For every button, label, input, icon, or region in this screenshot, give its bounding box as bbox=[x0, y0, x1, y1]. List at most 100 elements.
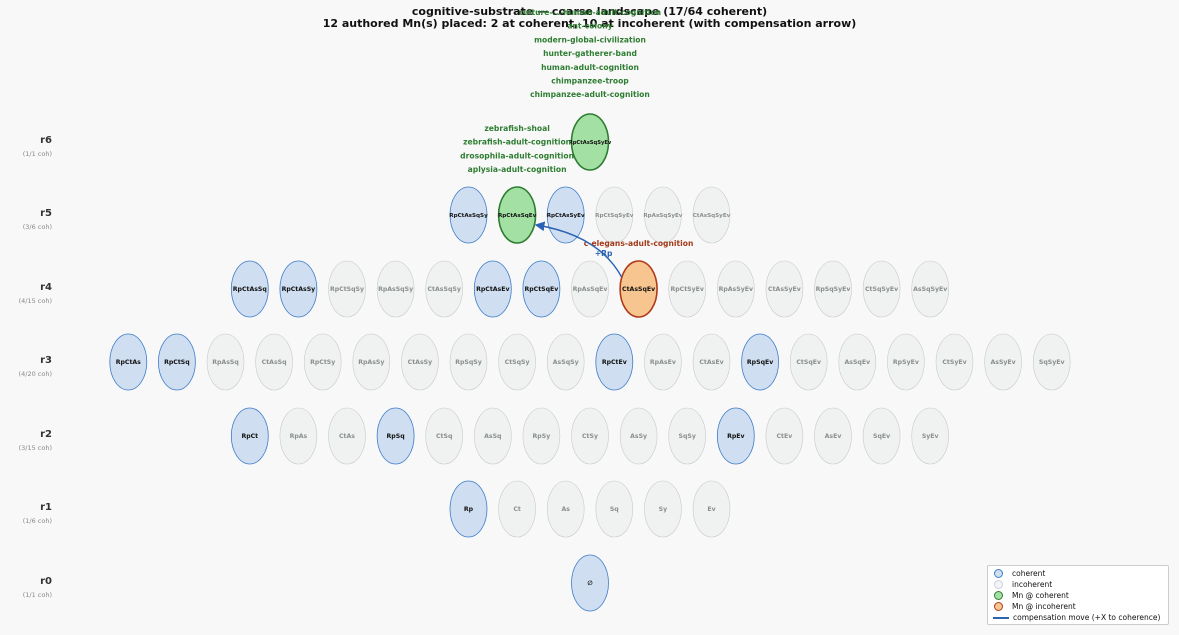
state-node-label: RpSq bbox=[387, 433, 405, 440]
state-node bbox=[473, 407, 512, 465]
node-annotation: aplysia-adult-cognition bbox=[468, 165, 567, 174]
row-label: r3 bbox=[40, 355, 52, 366]
state-node-label: ∅ bbox=[587, 580, 592, 587]
state-node-label: CtAsSqEv bbox=[622, 286, 655, 293]
state-node bbox=[546, 333, 585, 391]
state-node bbox=[230, 407, 269, 465]
row-coherence-count: (3/15 coh) bbox=[18, 444, 52, 452]
row-coherence-count: (1/1 coh) bbox=[22, 591, 52, 599]
row-label: r6 bbox=[40, 135, 52, 146]
state-node bbox=[279, 260, 318, 318]
state-node bbox=[984, 333, 1022, 391]
state-node-label: RpCtAsSqSy bbox=[449, 213, 488, 219]
state-node-label: RpAsSy bbox=[358, 359, 384, 366]
state-node bbox=[303, 333, 342, 391]
state-node bbox=[887, 333, 925, 391]
state-node-label: RpCtAsSqEv bbox=[498, 213, 537, 219]
row-coherence-count: (4/15 coh) bbox=[18, 297, 52, 305]
state-node-label: AsSqSyEv bbox=[913, 286, 947, 293]
state-node-label: RpCtSy bbox=[310, 359, 335, 366]
legend-mn-coherent-label: Mn @ coherent bbox=[1012, 591, 1069, 600]
state-node bbox=[571, 260, 609, 318]
state-node bbox=[716, 407, 755, 465]
state-node-label: Ev bbox=[707, 506, 715, 513]
state-node-label: CtAsSq bbox=[262, 359, 287, 366]
state-node bbox=[862, 260, 901, 318]
state-node bbox=[352, 333, 391, 391]
state-node bbox=[571, 407, 609, 465]
state-node-label: CtAsEv bbox=[699, 359, 723, 366]
mn-coherent-swatch bbox=[994, 591, 1003, 600]
node-annotation: human-adult-cognition bbox=[541, 63, 639, 72]
state-node-label: Rp bbox=[464, 506, 474, 513]
state-node bbox=[376, 260, 415, 318]
coherent-swatch bbox=[994, 569, 1003, 578]
state-node-label: AsSq bbox=[484, 433, 501, 440]
state-node-label: SqSyEv bbox=[1039, 359, 1065, 366]
row-coherence-count: (1/6 coh) bbox=[22, 517, 52, 525]
legend-compensation: compensation move (+X to coherence) bbox=[993, 612, 1160, 623]
state-node-label: RpCtAsSy bbox=[282, 286, 316, 293]
state-node-label: RpEv bbox=[727, 433, 744, 440]
compensation-arrow bbox=[534, 221, 623, 278]
state-node bbox=[862, 407, 901, 465]
state-node-label: SqEv bbox=[873, 433, 890, 440]
node-annotation: zebrafish-adult-cognition bbox=[463, 138, 571, 147]
compensation-swatch bbox=[993, 616, 1009, 619]
state-node bbox=[425, 260, 464, 318]
state-node bbox=[376, 407, 415, 465]
state-node-label: CtSyEv bbox=[942, 359, 966, 366]
state-node bbox=[449, 333, 488, 391]
figure-subtitle: 12 authored Mn(s) placed: 2 at coherent,… bbox=[322, 17, 857, 30]
state-node bbox=[595, 333, 634, 391]
state-node bbox=[570, 113, 610, 171]
legend-incoherent: incoherent bbox=[994, 579, 1052, 590]
state-node-label: SyEv bbox=[922, 433, 939, 440]
state-node bbox=[571, 554, 609, 612]
state-node-label: CtSqSy bbox=[505, 359, 530, 366]
node-annotation: chimpanzee-troop bbox=[551, 77, 629, 86]
state-node bbox=[716, 260, 755, 318]
node-annotation: hunter-gatherer-band bbox=[543, 49, 637, 58]
state-node-label: As bbox=[561, 506, 570, 513]
state-node bbox=[328, 407, 366, 465]
state-node bbox=[401, 333, 439, 391]
state-node-label: RpSyEv bbox=[893, 359, 919, 366]
state-node-label: RpAsSqSy bbox=[378, 286, 413, 293]
state-node-label: RpCtSyEv bbox=[670, 286, 703, 293]
state-node-label: CtSqSyEv bbox=[865, 286, 898, 293]
state-node bbox=[668, 407, 707, 465]
state-node-label: CtSq bbox=[436, 433, 452, 440]
state-node bbox=[644, 480, 682, 538]
state-node-label: RpAsSqEv bbox=[573, 286, 608, 293]
state-node-label: RpCtAs bbox=[116, 359, 141, 366]
node-annotation: culture-…-human-adult-cognition bbox=[519, 8, 661, 17]
state-node bbox=[157, 333, 196, 391]
incoherent-annotation: c-elegans-adult-cognition bbox=[584, 239, 694, 248]
incoherent-swatch bbox=[994, 580, 1003, 589]
state-node bbox=[546, 480, 585, 538]
state-node bbox=[1032, 333, 1071, 391]
state-node bbox=[741, 333, 779, 391]
state-node bbox=[230, 260, 269, 318]
row-label: r2 bbox=[40, 429, 52, 440]
state-node bbox=[692, 480, 731, 538]
state-node bbox=[765, 407, 804, 465]
state-node bbox=[838, 333, 877, 391]
node-annotation: zebrafish-shoal bbox=[484, 124, 549, 133]
state-node-label: RpAs bbox=[290, 433, 308, 440]
state-node-label: Sq bbox=[610, 506, 619, 513]
node-annotation: modern-global-civilization bbox=[534, 35, 646, 44]
state-node-label: CtAsSy bbox=[408, 359, 432, 366]
state-node bbox=[255, 333, 293, 391]
state-node bbox=[449, 186, 488, 244]
state-node bbox=[911, 407, 950, 465]
state-node bbox=[449, 480, 488, 538]
state-node bbox=[935, 333, 974, 391]
state-node bbox=[425, 407, 464, 465]
row-coherence-count: (1/1 coh) bbox=[22, 150, 52, 158]
state-node-label: RpCtAsSyEv bbox=[547, 213, 585, 219]
mn-incoherent-swatch bbox=[994, 602, 1003, 611]
state-node bbox=[644, 333, 682, 391]
